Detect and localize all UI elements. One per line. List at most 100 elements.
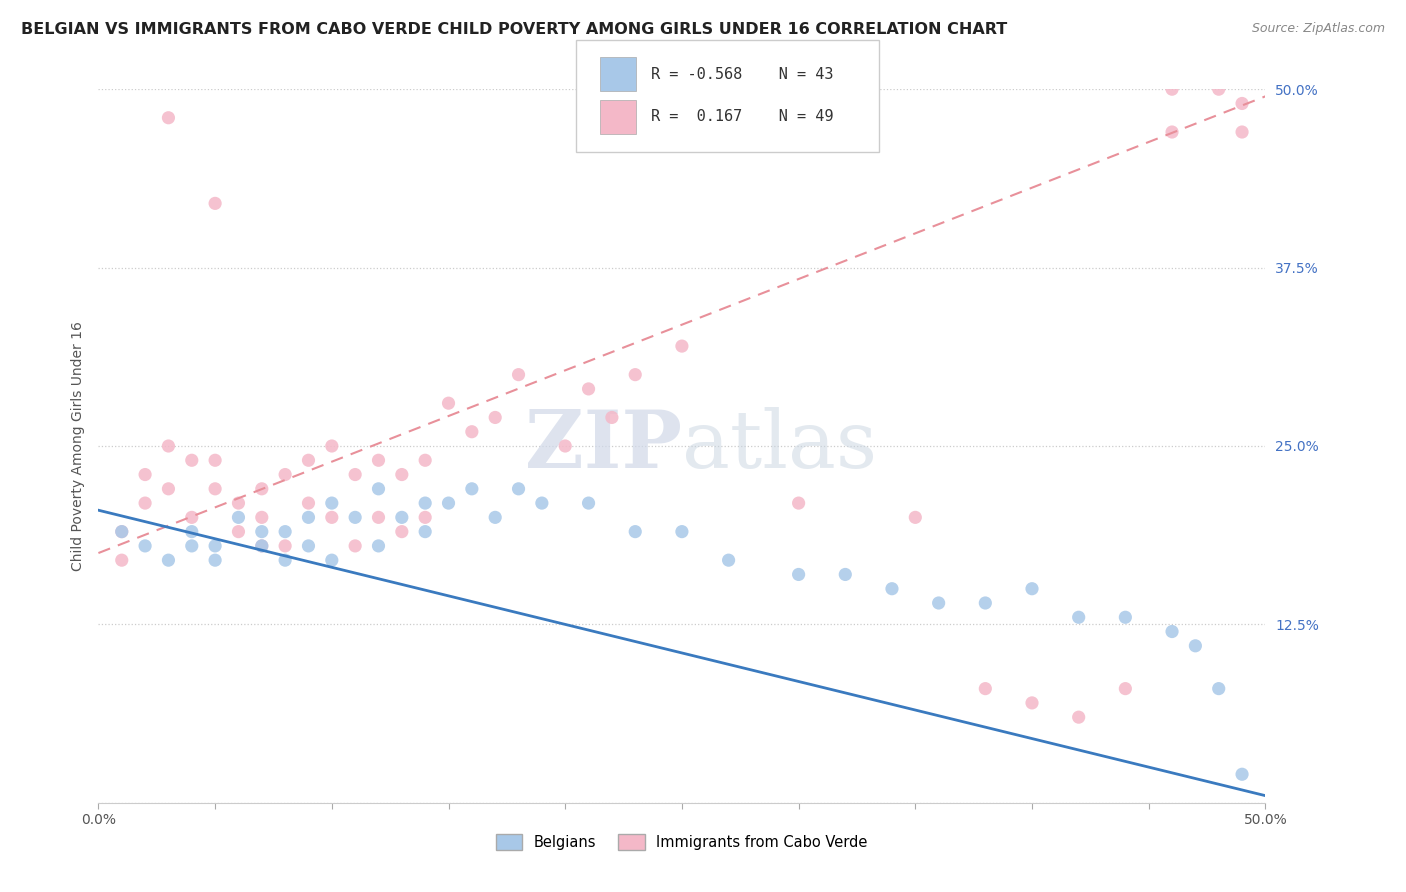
Point xyxy=(157,111,180,125)
Text: R = -0.568    N = 43: R = -0.568 N = 43 xyxy=(651,67,834,81)
Point xyxy=(671,339,693,353)
Point xyxy=(437,396,460,410)
Point xyxy=(321,510,343,524)
Point xyxy=(391,524,413,539)
Point xyxy=(111,524,134,539)
Point xyxy=(508,482,530,496)
Legend: Belgians, Immigrants from Cabo Verde: Belgians, Immigrants from Cabo Verde xyxy=(491,829,873,856)
Point xyxy=(367,482,389,496)
Point xyxy=(484,410,506,425)
Point xyxy=(274,524,297,539)
Point xyxy=(1161,82,1184,96)
Point xyxy=(928,596,950,610)
Point xyxy=(180,539,202,553)
Point xyxy=(274,539,297,553)
Point xyxy=(157,482,180,496)
Point xyxy=(974,681,997,696)
Point xyxy=(1067,610,1090,624)
Point xyxy=(297,510,319,524)
Point xyxy=(508,368,530,382)
Point xyxy=(1230,96,1253,111)
Point xyxy=(321,553,343,567)
Point xyxy=(297,539,319,553)
Point xyxy=(1161,624,1184,639)
Point xyxy=(344,467,367,482)
Point xyxy=(134,539,156,553)
Point xyxy=(367,539,389,553)
Point xyxy=(274,467,297,482)
Point xyxy=(1021,696,1043,710)
Point xyxy=(787,496,810,510)
Point xyxy=(413,524,436,539)
Point xyxy=(321,439,343,453)
Point xyxy=(250,510,273,524)
Text: atlas: atlas xyxy=(682,407,877,485)
Point xyxy=(1114,681,1136,696)
Point xyxy=(204,482,226,496)
Point xyxy=(578,382,600,396)
Point xyxy=(578,496,600,510)
Point xyxy=(787,567,810,582)
Point xyxy=(671,524,693,539)
Point xyxy=(297,496,319,510)
Point xyxy=(204,539,226,553)
Point xyxy=(1021,582,1043,596)
Y-axis label: Child Poverty Among Girls Under 16: Child Poverty Among Girls Under 16 xyxy=(70,321,84,571)
Point xyxy=(180,524,202,539)
Point xyxy=(880,582,903,596)
Point xyxy=(228,496,250,510)
Point xyxy=(204,196,226,211)
Point xyxy=(413,510,436,524)
Point xyxy=(554,439,576,453)
Point xyxy=(111,553,134,567)
Text: BELGIAN VS IMMIGRANTS FROM CABO VERDE CHILD POVERTY AMONG GIRLS UNDER 16 CORRELA: BELGIAN VS IMMIGRANTS FROM CABO VERDE CH… xyxy=(21,22,1007,37)
Text: R =  0.167    N = 49: R = 0.167 N = 49 xyxy=(651,110,834,124)
Point xyxy=(530,496,553,510)
Point xyxy=(461,482,484,496)
Point xyxy=(204,453,226,467)
Point xyxy=(134,496,156,510)
Point xyxy=(274,553,297,567)
Point xyxy=(600,410,623,425)
Point xyxy=(834,567,856,582)
Point xyxy=(180,453,202,467)
Point xyxy=(391,467,413,482)
Point xyxy=(1161,125,1184,139)
Point xyxy=(1114,610,1136,624)
Point xyxy=(391,510,413,524)
Point xyxy=(250,539,273,553)
Point xyxy=(367,453,389,467)
Point xyxy=(344,510,367,524)
Point xyxy=(484,510,506,524)
Point xyxy=(1184,639,1206,653)
Point xyxy=(461,425,484,439)
Point xyxy=(157,439,180,453)
Point xyxy=(228,510,250,524)
Point xyxy=(250,524,273,539)
Point xyxy=(228,524,250,539)
Point xyxy=(1067,710,1090,724)
Point xyxy=(180,510,202,524)
Point xyxy=(437,496,460,510)
Point xyxy=(250,539,273,553)
Point xyxy=(297,453,319,467)
Point xyxy=(250,482,273,496)
Point xyxy=(1230,125,1253,139)
Point xyxy=(624,368,647,382)
Point xyxy=(413,496,436,510)
Point xyxy=(624,524,647,539)
Text: ZIP: ZIP xyxy=(524,407,682,485)
Point xyxy=(717,553,740,567)
Point xyxy=(1208,681,1230,696)
Point xyxy=(1208,82,1230,96)
Point xyxy=(344,539,367,553)
Point xyxy=(111,524,134,539)
Point xyxy=(157,553,180,567)
Point xyxy=(413,453,436,467)
Point xyxy=(1230,767,1253,781)
Point xyxy=(321,496,343,510)
Point xyxy=(904,510,927,524)
Point xyxy=(204,553,226,567)
Point xyxy=(134,467,156,482)
Point xyxy=(974,596,997,610)
